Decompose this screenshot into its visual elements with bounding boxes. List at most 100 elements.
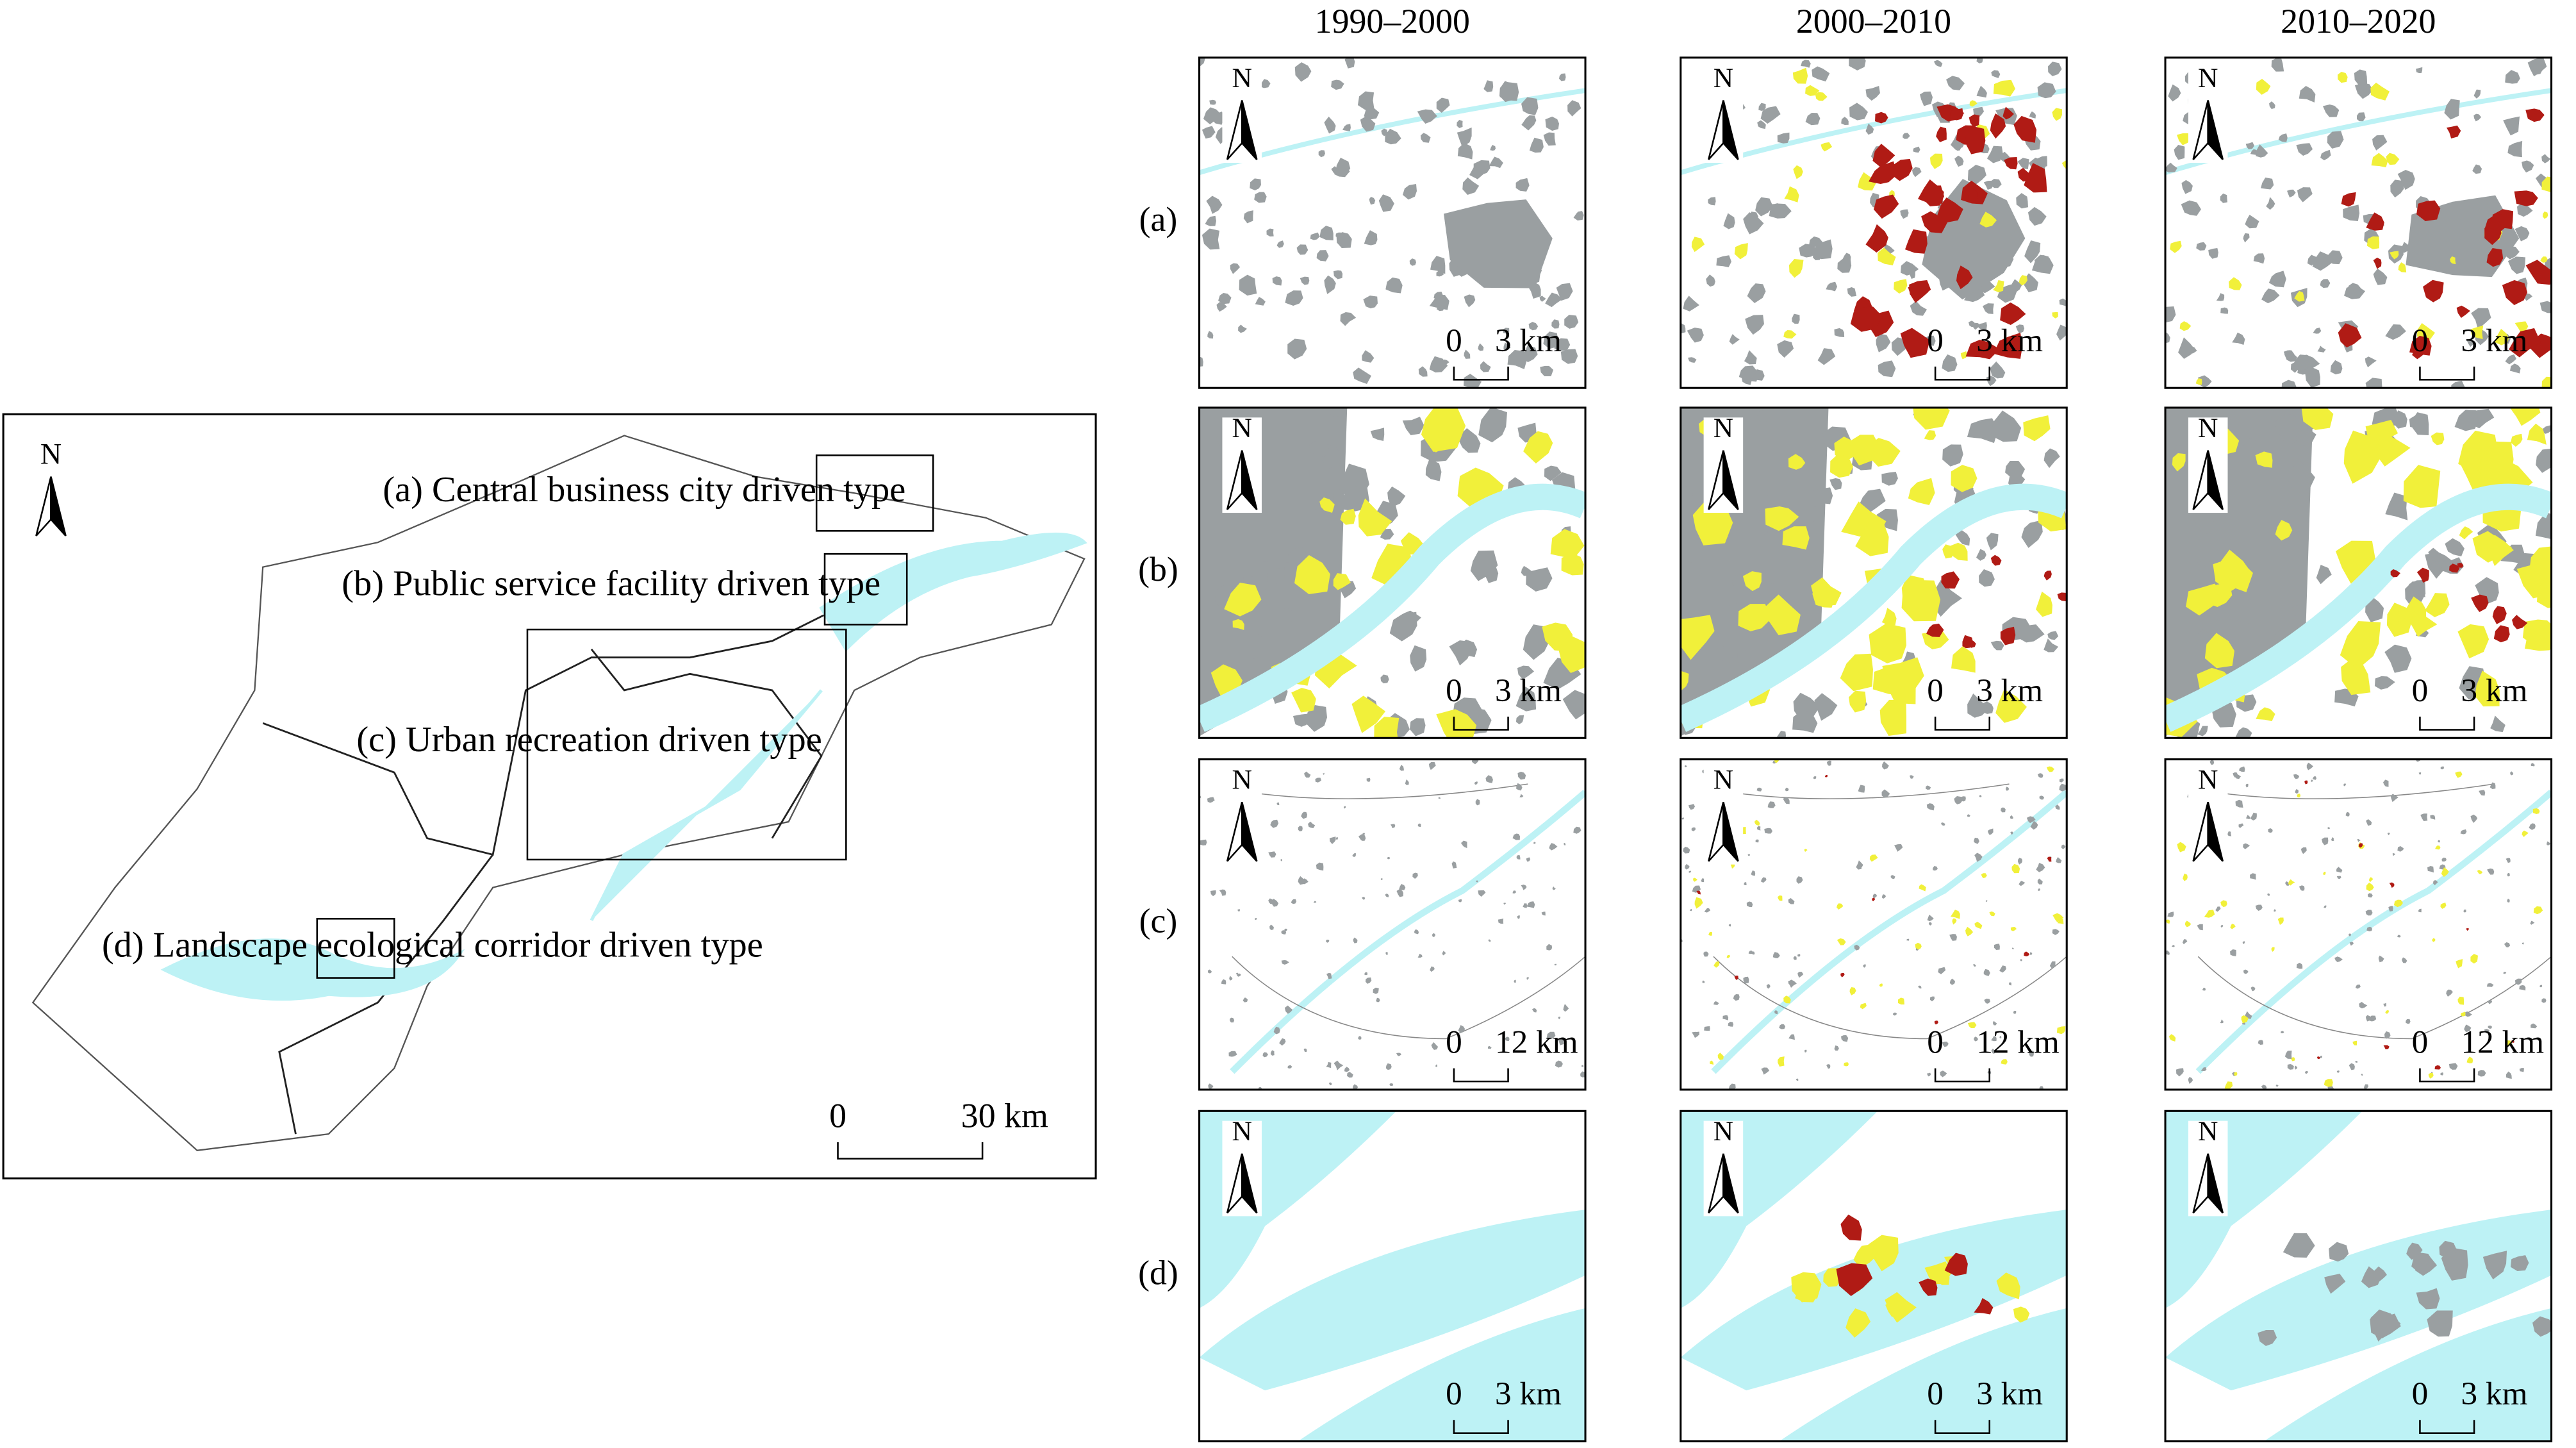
land-patch [1429,356,1448,373]
land-patch [2522,830,2529,837]
land-patch [1505,1036,1510,1042]
land-patch [2532,808,2540,814]
north-label: N [2198,765,2218,795]
land-patch [2505,354,2516,365]
land-patch [2174,145,2185,160]
land-patch [2440,766,2445,770]
land-patch [2420,813,2428,822]
north-arrow [1241,100,1258,160]
land-patch [2284,881,2290,886]
land-patch [1539,295,1546,302]
land-patch [1266,228,1274,237]
scale-label: 3 km [1976,322,2043,359]
map-panel [1199,759,1586,1090]
land-patch [1438,797,1441,799]
land-patch [1309,439,1329,457]
scale-label: 0 [1446,322,1462,359]
land-patch [1389,1083,1394,1086]
land-patch [2428,547,2443,562]
land-patch [1910,301,1928,316]
land-patch [1219,889,1226,896]
land-patch [2204,910,2215,918]
land-patch [2440,1072,2444,1076]
land-patch [1751,870,1756,876]
land-patch [1906,938,1910,941]
land-patch [2423,279,2444,303]
land-patch [1777,340,1794,358]
land-patch [1207,969,1212,974]
land-patch [2291,1057,2295,1061]
land-patch [1737,647,1749,664]
land-patch [1837,257,1852,273]
land-patch [1280,858,1282,861]
land-patch [2253,253,2265,264]
land-patch [1992,1020,1997,1026]
land-patch [1333,573,1351,590]
land-patch [2327,131,2344,149]
land-patch [1934,1020,1938,1025]
land-patch [1962,635,1974,649]
land-patch [2267,893,2270,896]
land-patch [2183,873,2188,881]
land-patch [2547,841,2551,845]
river [1230,790,1586,1074]
land-patch [1922,185,1944,206]
river [1680,483,2067,732]
land-patch [2036,591,2052,617]
land-patch [2311,779,2313,782]
land-patch [2186,583,2224,616]
land-patch [1858,785,1865,793]
water [1298,1308,1586,1442]
land-patch [1458,1025,1466,1033]
land-patch [1684,765,1687,768]
land-patch [1967,418,1999,444]
land-patch [2324,905,2327,908]
land-patch [1436,304,1445,312]
scale-label: 0 [1927,672,1944,709]
land-patch [1989,911,1995,917]
land-patch [1990,410,2022,442]
land-patch [2256,144,2268,158]
land-patch [2359,1002,2368,1009]
land-patch [1973,963,1976,967]
land-patch [1488,1045,1492,1049]
land-patch [1993,333,2023,359]
land-patch [1357,91,1375,110]
land-patch [1300,276,1310,285]
land-patch [1817,348,1836,365]
land-patch [2209,760,2215,765]
scale-label: 3 km [2461,1376,2528,1412]
land-patch [1796,876,1803,884]
land-patch [2457,624,2489,659]
land-patch [1702,980,1705,983]
land-patch [2019,275,2027,286]
land-patch [2197,924,2203,931]
land-patch [1287,338,1307,360]
land-patch [1746,512,1769,537]
land-patch [1950,910,1960,919]
land-patch [1999,1036,2002,1038]
land-patch [1478,343,1484,351]
land-patch [2466,1056,2473,1063]
land-patch [1890,158,1913,181]
land-patch [2052,108,2063,121]
land-patch [2165,950,2170,955]
land-patch [1428,761,1436,770]
land-patch [2275,1084,2279,1087]
land-patch [2258,1040,2263,1045]
land-patch [2168,84,2181,102]
land-patch [2307,254,2320,266]
land-patch [1811,577,1842,606]
land-patch [2475,312,2482,320]
land-patch [1927,914,1934,922]
land-patch [2271,947,2275,952]
land-patch [2048,62,2062,76]
land-patch [1788,1034,1795,1040]
land-patch [1336,232,1352,249]
land-patch [2366,882,2374,892]
land-patch [1746,901,1753,908]
land-patch [2230,923,2236,929]
land-patch [2283,350,2295,358]
land-patch [2168,1034,2176,1042]
north-label: N [1713,63,1733,94]
